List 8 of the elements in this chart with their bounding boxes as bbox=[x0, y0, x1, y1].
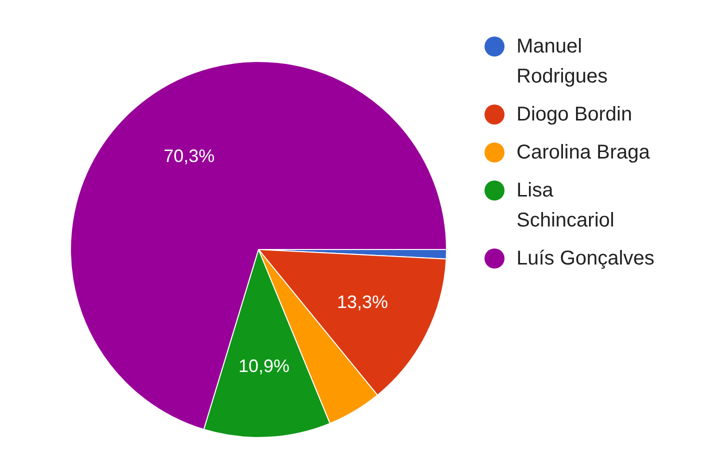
data-label: 10,9% bbox=[238, 356, 290, 376]
data-label: 13,3% bbox=[337, 292, 388, 312]
data-label: 70,3% bbox=[164, 146, 215, 166]
legend-label: Diogo Bordin bbox=[516, 104, 632, 126]
legend-label: Carolina Braga bbox=[516, 142, 651, 164]
legend-label: Manuel Rodrigues bbox=[516, 36, 608, 88]
legend-label: Lisa Schincariol bbox=[516, 180, 614, 232]
legend-label: Luís Gonçalves bbox=[516, 248, 654, 270]
